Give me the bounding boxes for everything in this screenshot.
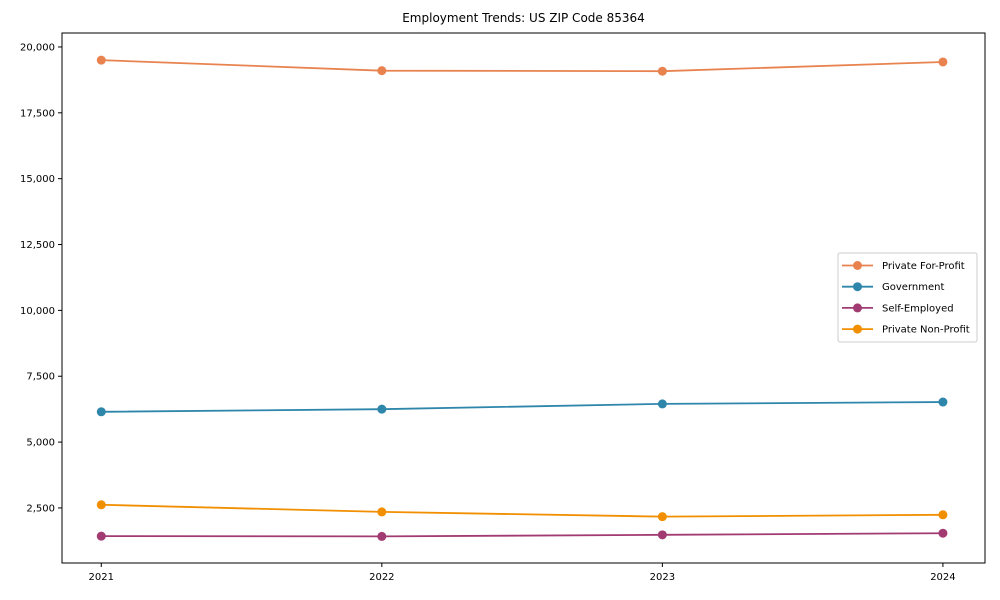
data-point-self-employed [657,530,667,540]
data-point-private-non-profit [938,510,948,520]
data-point-government [938,397,948,407]
y-tick-label: 20,000 [20,42,55,53]
data-point-private-for-profit [938,57,948,67]
legend-marker-private-for-profit [853,261,862,270]
legend-label-self-employed: Self-Employed [882,303,954,314]
x-tick-label: 2023 [650,572,675,583]
x-tick-label: 2022 [369,572,394,583]
y-tick-label: 17,500 [20,108,55,119]
series-line-private-for-profit [101,59,943,73]
data-point-self-employed [938,528,948,538]
chart-title: Employment Trends: US ZIP Code 85364 [402,11,645,25]
legend-marker-private-non-profit [853,324,862,334]
data-point-self-employed [96,531,106,541]
data-point-private-non-profit [657,512,667,522]
data-point-government [657,399,667,409]
series-line-private-non-profit [101,503,943,518]
data-point-private-non-profit [96,500,106,510]
y-tick-label: 15,000 [20,174,55,185]
series-line-government [101,401,943,413]
data-point-private-for-profit [657,66,667,76]
data-point-private-for-profit [96,55,106,65]
series-line-self-employed [101,532,943,538]
data-point-private-for-profit [377,66,387,76]
data-point-government [96,407,106,417]
data-point-self-employed [377,531,387,541]
legend-marker-government [853,282,862,292]
legend-marker-self-employed [853,303,862,313]
y-tick-label: 2,500 [26,503,55,514]
y-tick-label: 5,000 [26,438,55,449]
y-tick-label: 10,000 [20,306,55,317]
legend-label-private-non-profit: Private Non-Profit [882,325,970,336]
y-tick-label: 12,500 [20,240,55,251]
data-point-government [377,404,387,414]
plot-border [61,32,986,564]
data-point-private-non-profit [377,507,387,517]
legend-label-private-for-profit: Private For-Profit [882,261,965,272]
x-tick-label: 2021 [89,572,114,583]
x-tick-label: 2024 [930,572,955,583]
legend-box [837,252,978,343]
y-tick-label: 7,500 [26,372,55,383]
legend-label-government: Government [882,282,944,293]
